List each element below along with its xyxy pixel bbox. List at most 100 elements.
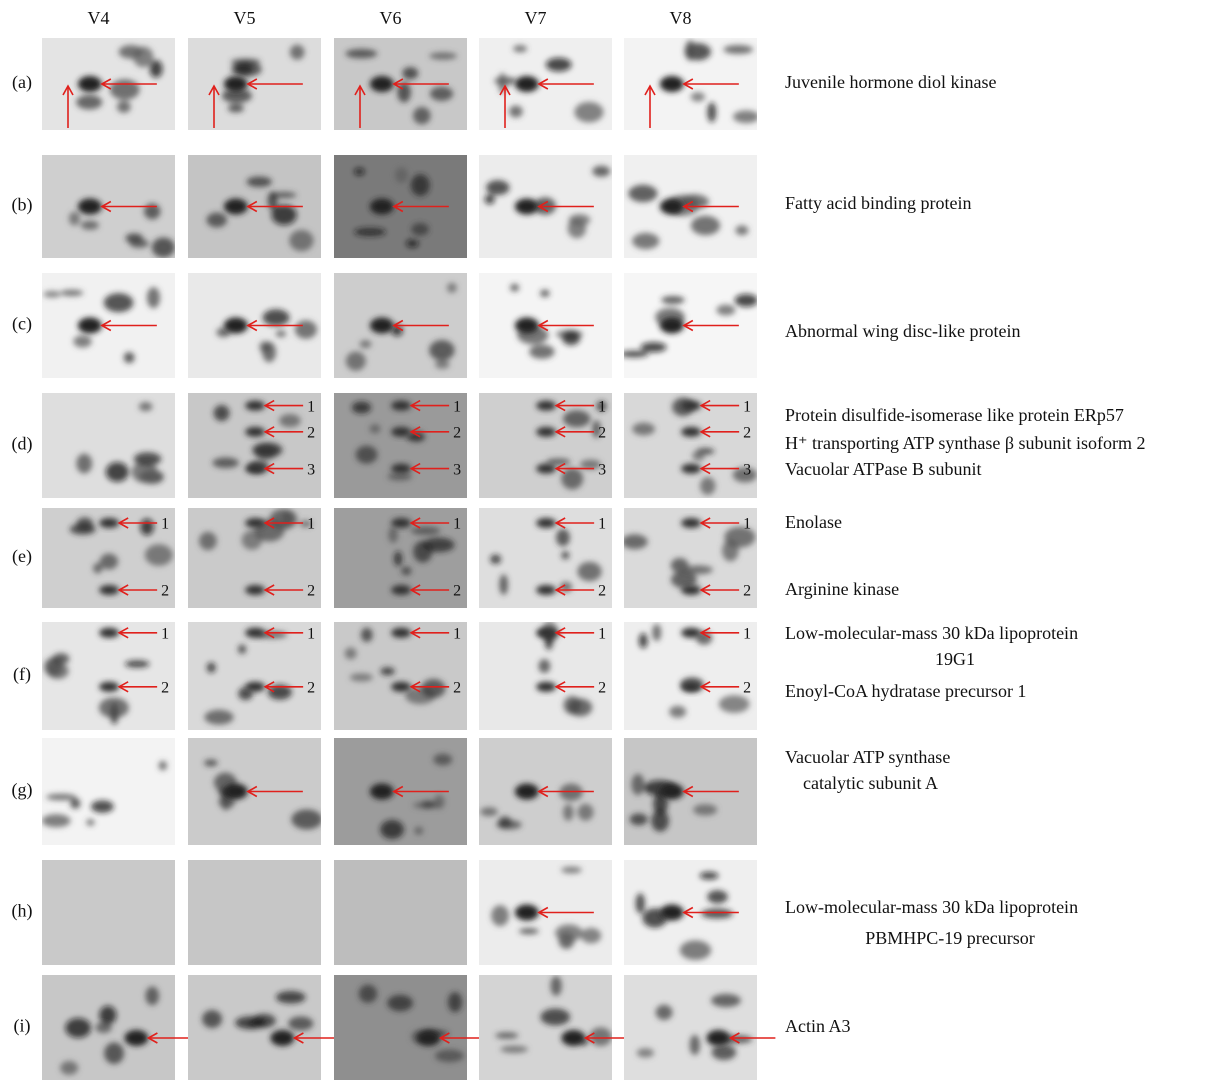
gel-panel	[188, 155, 321, 258]
gel-spot	[78, 318, 102, 334]
gel-spot	[224, 76, 248, 92]
gel-spot	[719, 695, 750, 713]
spot-number: 2	[743, 425, 751, 442]
gel-spot	[628, 185, 657, 202]
gel-spot	[262, 342, 276, 362]
gel-spot	[423, 538, 455, 553]
row-label: (a)	[12, 72, 32, 93]
gel-spot	[117, 101, 131, 113]
gel-spot	[515, 76, 539, 92]
gel-spot	[486, 180, 510, 195]
gel-panel: 12	[188, 508, 321, 608]
spot-number: 2	[598, 679, 606, 696]
spot-number: 1	[453, 516, 461, 533]
gel-spot	[685, 40, 696, 61]
gel-spot	[104, 293, 134, 312]
gel-image	[479, 622, 612, 730]
gel-spot	[707, 890, 728, 903]
gel-spot	[681, 628, 701, 638]
row-label: (e)	[12, 546, 32, 567]
protein-name: 19G1	[935, 649, 975, 669]
gel-spot	[235, 1016, 266, 1029]
gel-spot	[391, 518, 411, 528]
gel-spot	[681, 682, 701, 692]
gel-spot	[510, 284, 519, 291]
gel-spot	[529, 345, 554, 359]
gel-spot	[620, 351, 649, 358]
gel-spot	[681, 518, 701, 528]
protein-name: Enoyl-CoA hydratase precursor 1	[785, 681, 1026, 701]
protein-name: Actin A3	[785, 1016, 851, 1036]
gel-spot	[515, 784, 539, 800]
gel-spot	[134, 452, 162, 465]
spot-number: 2	[743, 679, 751, 696]
gel-spot	[536, 682, 556, 692]
gel-panel	[188, 860, 321, 965]
spot-number: 1	[453, 398, 461, 415]
gel-spot	[631, 774, 644, 795]
spot-number: 1	[598, 625, 606, 642]
gel-image	[479, 975, 612, 1080]
gel-spot	[380, 667, 395, 675]
gel-panel	[334, 738, 467, 845]
gel-panel	[188, 273, 321, 378]
gel-spot	[569, 214, 591, 226]
gel-spot	[563, 804, 573, 821]
gel-panel	[479, 38, 612, 130]
gel-spot	[352, 402, 371, 414]
gel-spot	[288, 1017, 313, 1031]
spot-number: 1	[307, 398, 315, 415]
gel-panel	[188, 38, 321, 130]
gel-background	[479, 975, 612, 1080]
gel-image	[624, 622, 757, 730]
gel-image	[42, 975, 175, 1080]
gel-spot	[370, 784, 394, 800]
spot-number: 2	[307, 679, 315, 696]
gel-spot	[480, 807, 498, 816]
gel-panel: 12	[479, 622, 612, 730]
gel-panel	[479, 738, 612, 845]
spot-number: 2	[307, 583, 315, 600]
gel-panel	[620, 273, 758, 378]
spot-number: 1	[161, 625, 169, 642]
protein-name: Juvenile hormone diol kinase	[785, 72, 996, 92]
gel-spot	[76, 454, 92, 474]
gel-spot	[391, 401, 411, 411]
gel-spot	[99, 682, 119, 692]
spot-number: 3	[743, 461, 751, 478]
gel-spot	[104, 1042, 124, 1064]
spot-number: 1	[161, 516, 169, 533]
gel-spot	[93, 563, 102, 574]
gel-spot	[235, 62, 252, 75]
gel-spot	[387, 995, 413, 1011]
gel-spot	[515, 318, 539, 334]
gel-spot	[651, 810, 669, 832]
gel-spot	[590, 1027, 612, 1046]
gel-spot	[701, 909, 733, 919]
gel-spot	[99, 518, 119, 528]
gel-spot	[402, 67, 418, 79]
gel-spot	[536, 464, 556, 474]
gel-spot	[578, 804, 594, 821]
protein-name: Fatty acid binding protein	[785, 193, 971, 213]
gel-spot	[370, 318, 394, 334]
gel-spot	[124, 1030, 148, 1046]
gel-spot	[263, 309, 290, 326]
gel-spot	[391, 464, 411, 474]
gel-spot	[394, 551, 402, 566]
gel-spot	[147, 287, 160, 308]
gel-spot	[159, 761, 167, 770]
gel-spot	[447, 283, 457, 293]
gel-spot	[568, 699, 592, 717]
gel-spot	[391, 427, 411, 437]
gel-spot	[395, 167, 408, 183]
gel-panel: 12	[622, 508, 757, 608]
gel-spot	[110, 79, 140, 100]
gel-image	[42, 738, 175, 845]
gel-panel	[42, 860, 175, 965]
gel-spot	[681, 427, 701, 437]
gel-background	[334, 975, 467, 1080]
gel-spot	[421, 801, 435, 808]
gel-spot	[406, 239, 419, 247]
gel-spot	[660, 784, 684, 800]
